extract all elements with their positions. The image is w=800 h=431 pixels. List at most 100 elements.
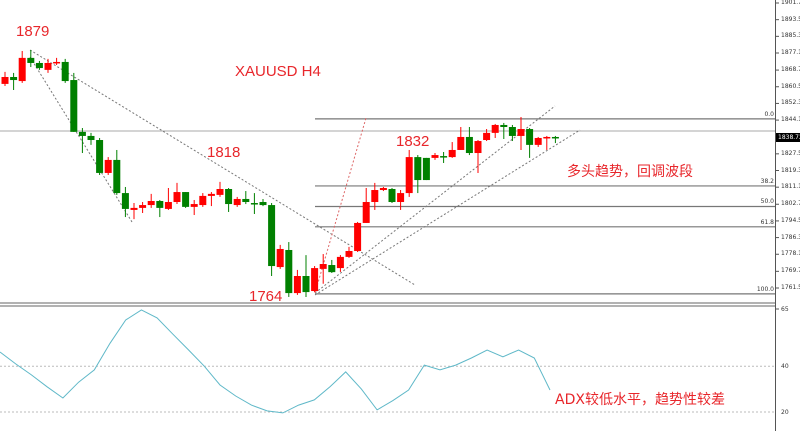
candle-bullish: [517, 129, 525, 136]
candle-bullish: [311, 268, 319, 292]
axis-label: 1794.50: [781, 216, 800, 224]
current-price-label: 1838.72: [776, 133, 800, 142]
candle-bullish: [543, 136, 551, 139]
fib-label: 61.8: [760, 218, 774, 226]
candle-bearish: [508, 127, 516, 136]
trend-line: [314, 105, 556, 294]
axis-label: 1860.50: [781, 82, 800, 90]
candle-bullish: [336, 256, 344, 269]
trend-line: [314, 129, 581, 296]
candle-bearish: [225, 189, 233, 205]
candle-bullish: [293, 276, 301, 294]
candle-bearish: [285, 249, 293, 294]
candle-bearish: [500, 124, 508, 128]
candle-bearish: [526, 129, 534, 145]
candle-bearish: [268, 205, 276, 267]
candle-bullish: [379, 187, 387, 191]
fib-label: 38.2: [760, 177, 774, 185]
candle-bullish: [354, 222, 362, 252]
candle-bullish: [44, 62, 52, 70]
candle-bullish: [405, 157, 413, 194]
axis-label: 1769.70: [781, 267, 800, 275]
candle-bearish: [302, 276, 310, 293]
candle-bullish: [319, 264, 327, 269]
axis-label: 1868.70: [781, 66, 800, 74]
candle-bearish: [328, 265, 336, 273]
fib-label: 0.0: [764, 110, 774, 118]
label-recent: 1832: [396, 133, 430, 150]
axis-label: 1885.30: [781, 32, 800, 40]
candle-bearish: [259, 202, 267, 206]
candle-bearish: [10, 76, 18, 81]
candle-bearish: [242, 198, 250, 203]
candle-bullish: [130, 207, 138, 210]
candle-bearish: [182, 192, 190, 207]
axis-label: 1877.10: [781, 49, 800, 56]
candle-bearish: [465, 136, 473, 154]
axis-label: 1778.10: [781, 250, 800, 258]
trend-note: 多头趋势，回调波段: [567, 164, 693, 180]
candle-bearish: [422, 157, 430, 181]
candle-bullish: [474, 141, 482, 154]
candle-bearish: [70, 80, 78, 132]
candle-bearish: [78, 131, 86, 136]
axis-label: 1786.30: [781, 233, 800, 241]
axis-label: 1852.30: [781, 99, 800, 107]
label-low: 1764: [249, 288, 283, 305]
label-high: 1879: [16, 23, 50, 40]
candle-bullish: [431, 155, 439, 158]
adx-line: [0, 309, 551, 414]
axis-label: 1893.50: [781, 15, 800, 23]
candle-bullish: [1, 76, 9, 84]
chart-title: XAUUSD H4: [235, 63, 321, 80]
candle-bullish: [199, 195, 207, 206]
candle-bearish: [96, 140, 104, 173]
candle-bullish: [233, 198, 241, 206]
candle-bullish: [448, 149, 456, 158]
candle-bearish: [250, 203, 258, 205]
candle-bullish: [371, 190, 379, 203]
candle-bullish: [147, 200, 155, 206]
adx-note: ADX较低水平，趋势性较差: [555, 392, 725, 408]
candle-bullish: [139, 205, 147, 208]
trend-line: [29, 56, 133, 223]
candle-bullish: [207, 193, 215, 196]
trend-line: [29, 49, 416, 286]
candle-bullish: [397, 193, 405, 203]
adx-axis-40: 40: [781, 363, 789, 370]
axis-label: 1901.70: [781, 0, 800, 6]
candle-bearish: [551, 136, 559, 139]
candle-bullish: [104, 159, 112, 173]
candle-bearish: [27, 57, 35, 63]
axis-label: 1819.30: [781, 166, 800, 174]
candle-bearish: [113, 159, 121, 194]
candle-bearish: [87, 135, 95, 141]
axis-label: 1844.10: [781, 116, 800, 124]
candle-bearish: [440, 156, 448, 158]
fib-label: 100.0: [756, 285, 774, 293]
candle-bullish: [190, 204, 198, 207]
axis-label: 1811.10: [781, 183, 800, 191]
candle-bullish: [345, 251, 353, 257]
candle-bullish: [534, 137, 542, 145]
candle-bullish: [164, 202, 172, 209]
candle-bullish: [18, 57, 26, 82]
candle-bearish: [156, 200, 164, 208]
candle-bullish: [276, 248, 284, 268]
candle-bearish: [388, 189, 396, 203]
candle-bullish: [491, 124, 499, 133]
adx-axis-20: 20: [781, 409, 789, 416]
candle-bullish: [53, 61, 61, 64]
label-mid: 1818: [207, 144, 241, 161]
axis-label: 1827.50: [781, 149, 800, 157]
candle-bearish: [121, 193, 129, 209]
adx-axis-65: 65: [781, 306, 789, 313]
candle-bullish: [173, 192, 181, 203]
axis-label: 1802.70: [781, 200, 800, 208]
candle-bearish: [35, 62, 43, 69]
candle-bearish: [61, 61, 69, 82]
fib-label: 50.0: [760, 198, 774, 206]
candle-bullish: [483, 132, 491, 141]
